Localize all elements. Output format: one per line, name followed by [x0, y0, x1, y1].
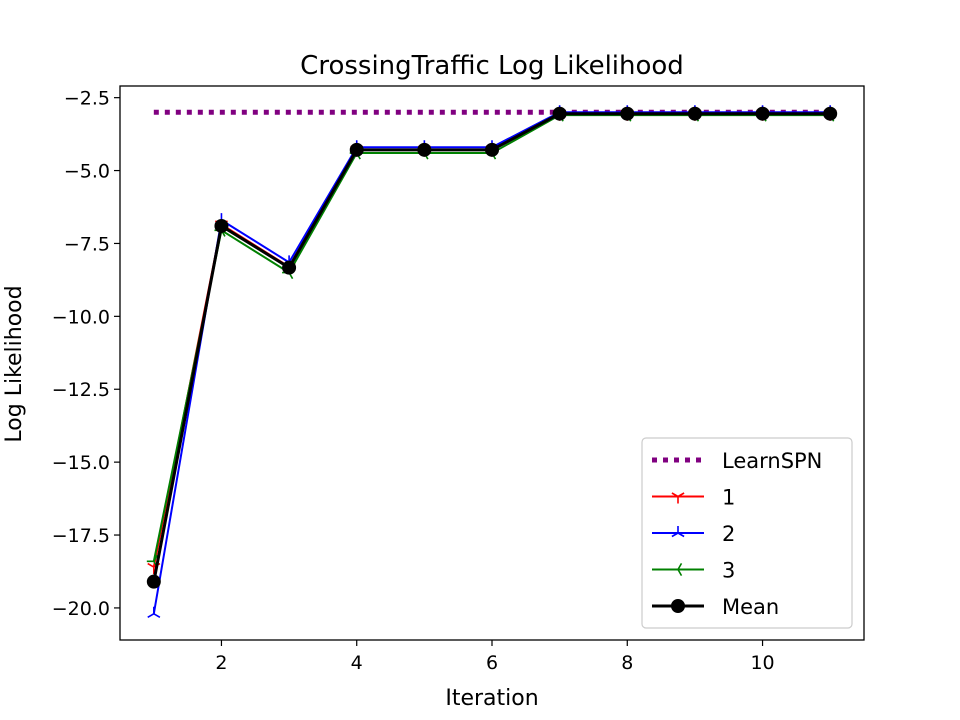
legend-marker-run-2 [671, 526, 685, 538]
legend-item-mean: Mean [652, 595, 779, 619]
x-tick-label: 10 [750, 652, 774, 674]
data-point-mean [349, 142, 364, 157]
data-point-mean [214, 218, 229, 233]
legend-label-mean: Mean [722, 595, 779, 619]
data-point-mean [146, 574, 161, 589]
y-tick-label: −12.5 [52, 379, 110, 401]
legend-label-run-1: 1 [722, 486, 735, 510]
chart-title: CrossingTraffic Log Likelihood [300, 51, 684, 81]
x-tick-label: 2 [215, 652, 227, 674]
data-point-mean [552, 106, 567, 121]
legend: LearnSPN 1 2 3 Mean [641, 437, 853, 629]
y-tick-label: −15.0 [52, 452, 110, 474]
y-tick-label: −5.0 [64, 161, 110, 183]
data-point-mean [687, 106, 702, 121]
data-point-mean [417, 142, 432, 157]
axes-frame [119, 85, 865, 641]
data-point-mean [755, 106, 770, 121]
legend-item-run-3: 3 [652, 559, 735, 583]
data-point-mean [823, 106, 838, 121]
y-tick-label: −10.0 [52, 306, 110, 328]
data-point-mean [620, 106, 635, 121]
legend-item-run-2: 2 [652, 522, 735, 546]
x-axis-label: Iteration [445, 686, 538, 711]
y-tick-label: −2.5 [64, 88, 110, 110]
data-point-run-2 [147, 606, 161, 618]
legend-box [641, 437, 853, 629]
series-mean [146, 106, 838, 589]
x-tick-label: 8 [621, 652, 633, 674]
legend-label-run-3: 3 [722, 559, 735, 583]
legend-marker-mean [671, 599, 685, 613]
y-axis-label: Log Likelihood [2, 285, 27, 442]
y-tick-label: −20.0 [52, 598, 110, 620]
plot-area: 2 4 6 8 10 −2.5 −5.0 −7.5 −10.0 −12.5 −15.0 −17.5 −2… [52, 85, 865, 674]
legend-label-run-2: 2 [722, 522, 735, 546]
legend-label-learnspn: LearnSPN [722, 449, 822, 473]
data-point-mean [282, 260, 297, 275]
y-tick-label: −17.5 [52, 525, 110, 547]
legend-item-run-1: 1 [652, 486, 735, 510]
y-tick-label: −7.5 [64, 233, 110, 255]
data-point-mean [485, 142, 499, 157]
legend-item-learnspn: LearnSPN [652, 449, 822, 473]
legend-marker-run-3 [671, 563, 683, 576]
x-tick-label: 6 [486, 652, 498, 674]
legend-marker-run-1 [671, 492, 685, 504]
x-tick-label: 4 [351, 652, 363, 674]
